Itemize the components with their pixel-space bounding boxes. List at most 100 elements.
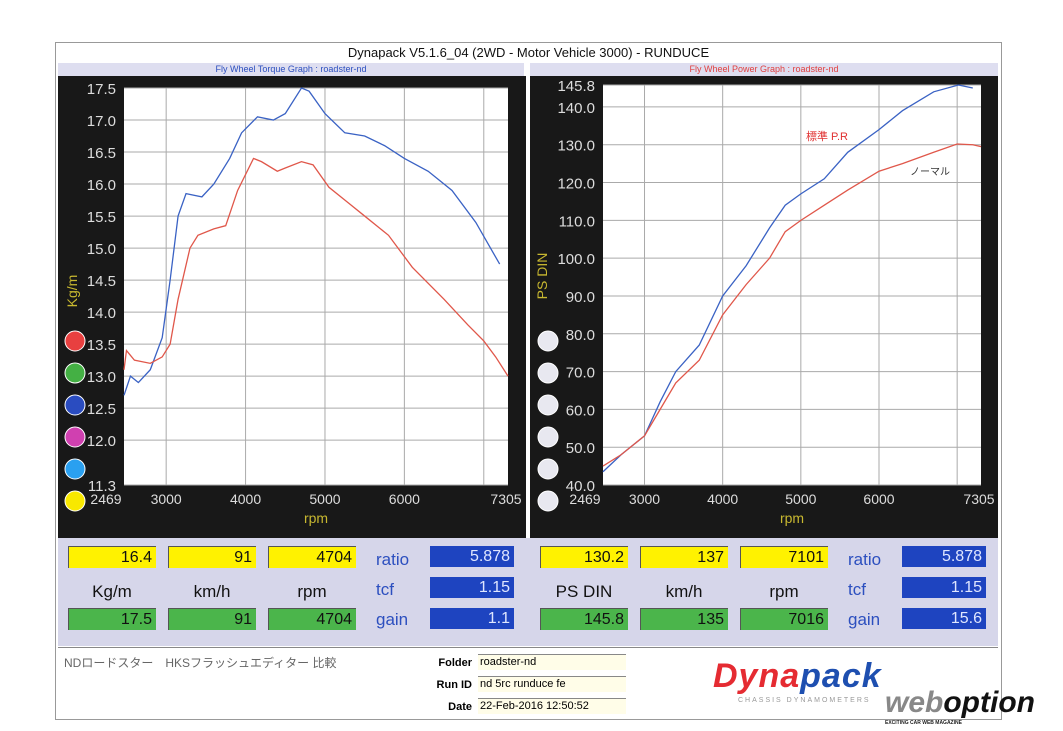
x-tick-label: 4000 (707, 491, 738, 507)
current-value-box: 130.2 (540, 546, 628, 568)
param-value: 15.6 (902, 608, 986, 629)
plot-area (603, 85, 981, 485)
peak-value-box: 17.5 (68, 608, 156, 630)
legend-dot-icon (537, 394, 559, 416)
plot-area (124, 88, 508, 485)
current-value-box: 7101 (740, 546, 828, 568)
current-value-box: 4704 (268, 546, 356, 568)
legend-dot-icon (537, 426, 559, 448)
weboption-watermark: weboption (885, 686, 1035, 719)
readout-panel: 16.4 Kg/m 17.5 91 km/h 91 4704 rpm 4704 ratio 5.87… (58, 538, 998, 646)
param-value: 1.15 (430, 577, 514, 598)
legend-dot-icon (64, 362, 86, 384)
y-tick-label: 110.0 (559, 213, 595, 230)
handwritten-note: NDロードスター HKSフラッシュエディター 比較 (64, 656, 337, 670)
unit-label: PS DIN (555, 582, 613, 601)
series-line-red (602, 143, 982, 467)
peak-value-box: 135 (640, 608, 728, 630)
unit-label: km/h (665, 582, 703, 601)
x-tick-label: 3000 (151, 491, 182, 507)
x-axis-label: rpm (304, 510, 328, 526)
x-tick-label: 3000 (629, 491, 660, 507)
y-axis-label: PS DIN (534, 253, 550, 300)
y-tick-label: 145.8 (557, 78, 595, 95)
legend-dot-icon (537, 330, 559, 352)
param-label: tcf (848, 580, 866, 599)
y-tick-label: 12.5 (87, 401, 116, 418)
x-tick-label: 7305 (490, 491, 521, 507)
current-value-box: 91 (168, 546, 256, 568)
legend-dot-icon (537, 490, 559, 512)
torque-graph-title: Fly Wheel Torque Graph : roadster-nd (58, 63, 524, 76)
torque-panel: 17.5 17.0 16.5 16.0 15.5 15.0 14.5 14.0 13.5 13.0… (58, 76, 526, 538)
runid-label: Run ID (436, 679, 472, 691)
legend-dot-icon (64, 330, 86, 352)
dynapack-logo-subtitle: CHASSIS DYNAMOMETERS (738, 697, 871, 704)
y-tick-label: 14.5 (87, 273, 116, 290)
y-tick-label: 100.0 (557, 251, 595, 268)
power-panel: 145.8 140.0 130.0 120.0 110.0 100.0 90.0 80.0 70… (530, 76, 998, 538)
folder-label: Folder (438, 657, 472, 669)
peak-value-box: 4704 (268, 608, 356, 630)
y-tick-label: 80.0 (566, 327, 595, 344)
dynapack-logo: Dynapack (713, 657, 882, 695)
legend-dot-icon (64, 458, 86, 480)
y-tick-label: 11.3 (88, 478, 116, 495)
runid-value: nd 5rc runduce fe (478, 676, 626, 692)
unit-label: km/h (193, 582, 231, 601)
y-tick-label: 13.0 (87, 369, 116, 386)
unit-label: rpm (297, 582, 327, 601)
folder-value: roadster-nd (478, 654, 626, 670)
y-tick-label: 50.0 (566, 440, 595, 457)
y-tick-label: 14.0 (87, 305, 116, 322)
legend-dot-icon (64, 394, 86, 416)
param-value: 1.1 (430, 608, 514, 629)
unit-label: rpm (769, 582, 799, 601)
y-tick-label: 15.0 (87, 241, 116, 258)
series-line-blue (123, 87, 501, 396)
param-label: gain (848, 610, 881, 629)
legend-dot-icon (537, 362, 559, 384)
x-tick-label: 2469 (90, 491, 121, 507)
peak-value-box: 7016 (740, 608, 828, 630)
y-tick-label: 120.0 (557, 176, 595, 193)
param-value: 5.878 (430, 546, 514, 567)
peak-value-box: 145.8 (540, 608, 628, 630)
y-tick-label: 60.0 (566, 402, 595, 419)
y-tick-label: 140.0 (557, 100, 595, 117)
param-value: 5.878 (902, 546, 986, 567)
y-tick-label: 12.0 (87, 433, 116, 450)
x-tick-label: 7305 (963, 491, 994, 507)
x-tick-label: 5000 (309, 491, 340, 507)
unit-label: Kg/m (92, 582, 132, 601)
y-axis-label: Kg/m (64, 275, 80, 308)
y-tick-label: 40.0 (566, 478, 595, 495)
x-tick-label: 6000 (389, 491, 420, 507)
param-label: tcf (376, 580, 394, 599)
series-line-blue (602, 84, 973, 473)
x-tick-label: 5000 (785, 491, 816, 507)
y-tick-label: 90.0 (566, 289, 595, 306)
annotation-black: ノーマル (910, 167, 950, 178)
param-value: 1.15 (902, 577, 986, 598)
x-tick-label: 2469 (569, 491, 600, 507)
y-tick-label: 16.0 (87, 177, 116, 194)
weboption-tagline: EXCITING CAR WEB MAGAZINE (885, 720, 962, 726)
run-info: NDロードスター HKSフラッシュエディター 比較 Folder roadste… (58, 647, 998, 718)
legend-dot-icon (64, 490, 86, 512)
y-tick-label: 13.5 (87, 337, 116, 354)
x-tick-label: 6000 (863, 491, 894, 507)
y-tick-label: 15.5 (87, 209, 116, 226)
date-value: 22-Feb-2016 12:50:52 (478, 698, 626, 714)
param-label: ratio (376, 550, 410, 569)
y-tick-label: 17.5 (87, 81, 116, 98)
y-tick-label: 130.0 (557, 138, 595, 155)
dyno-sheet: Dynapack V5.1.6_04 (2WD - Motor Vehicle … (55, 42, 1002, 720)
series-line-red (123, 157, 509, 377)
legend-dot-icon (537, 458, 559, 480)
y-tick-label: 17.0 (87, 113, 116, 130)
power-chart: 145.8 140.0 130.0 120.0 110.0 100.0 90.0 80.0 70… (534, 78, 995, 526)
current-value-box: 137 (640, 546, 728, 568)
annotation-red: 標準 P.R (806, 129, 848, 143)
legend-dot-icon (64, 426, 86, 448)
